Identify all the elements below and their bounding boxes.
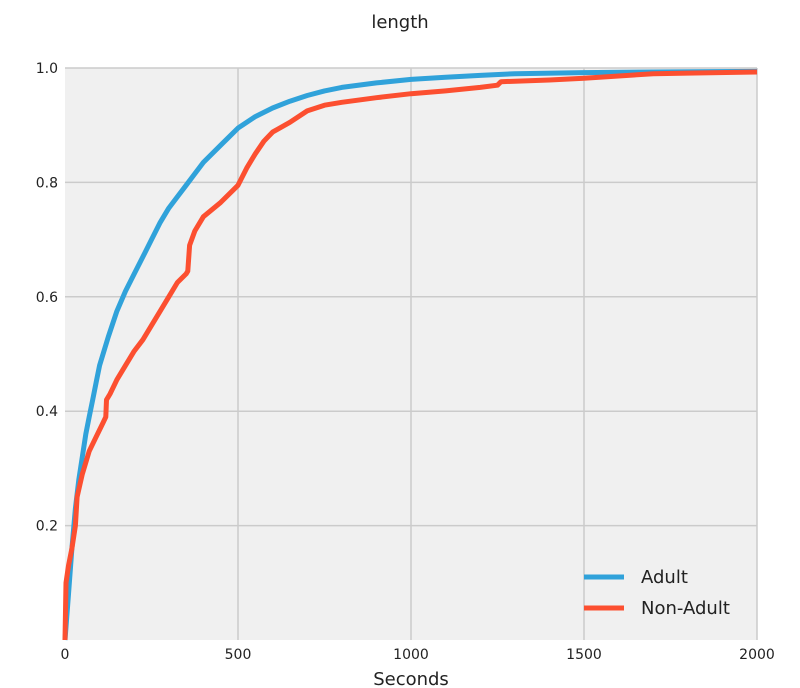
x-tick-labels: 0 500 1000 1500 2000	[61, 647, 775, 663]
y-tick-label: 0.6	[36, 290, 58, 306]
x-tick-label: 1500	[566, 647, 602, 663]
x-tick-label: 2000	[739, 647, 775, 663]
y-tick-label: 0.4	[36, 404, 58, 420]
y-tick-label: 0.8	[36, 175, 58, 191]
legend-label: Adult	[641, 567, 688, 588]
chart-title: length	[371, 12, 428, 33]
series-lines	[62, 68, 758, 641]
y-tick-label: 0.2	[36, 519, 58, 535]
legend-label: Non-Adult	[641, 598, 730, 619]
series-line-non-adult	[62, 69, 758, 641]
x-tick-label: 1000	[393, 647, 429, 663]
grid-lines	[65, 67, 758, 640]
y-tick-labels: 0.2 0.4 0.6 0.8 1.0	[36, 61, 58, 535]
x-tick-label: 0	[61, 647, 70, 663]
x-tick-label: 500	[225, 647, 252, 663]
legend: Adult Non-Adult	[584, 567, 730, 619]
y-tick-label: 1.0	[36, 61, 58, 77]
x-axis-label: Seconds	[373, 669, 449, 688]
series-line-adult	[62, 68, 758, 641]
